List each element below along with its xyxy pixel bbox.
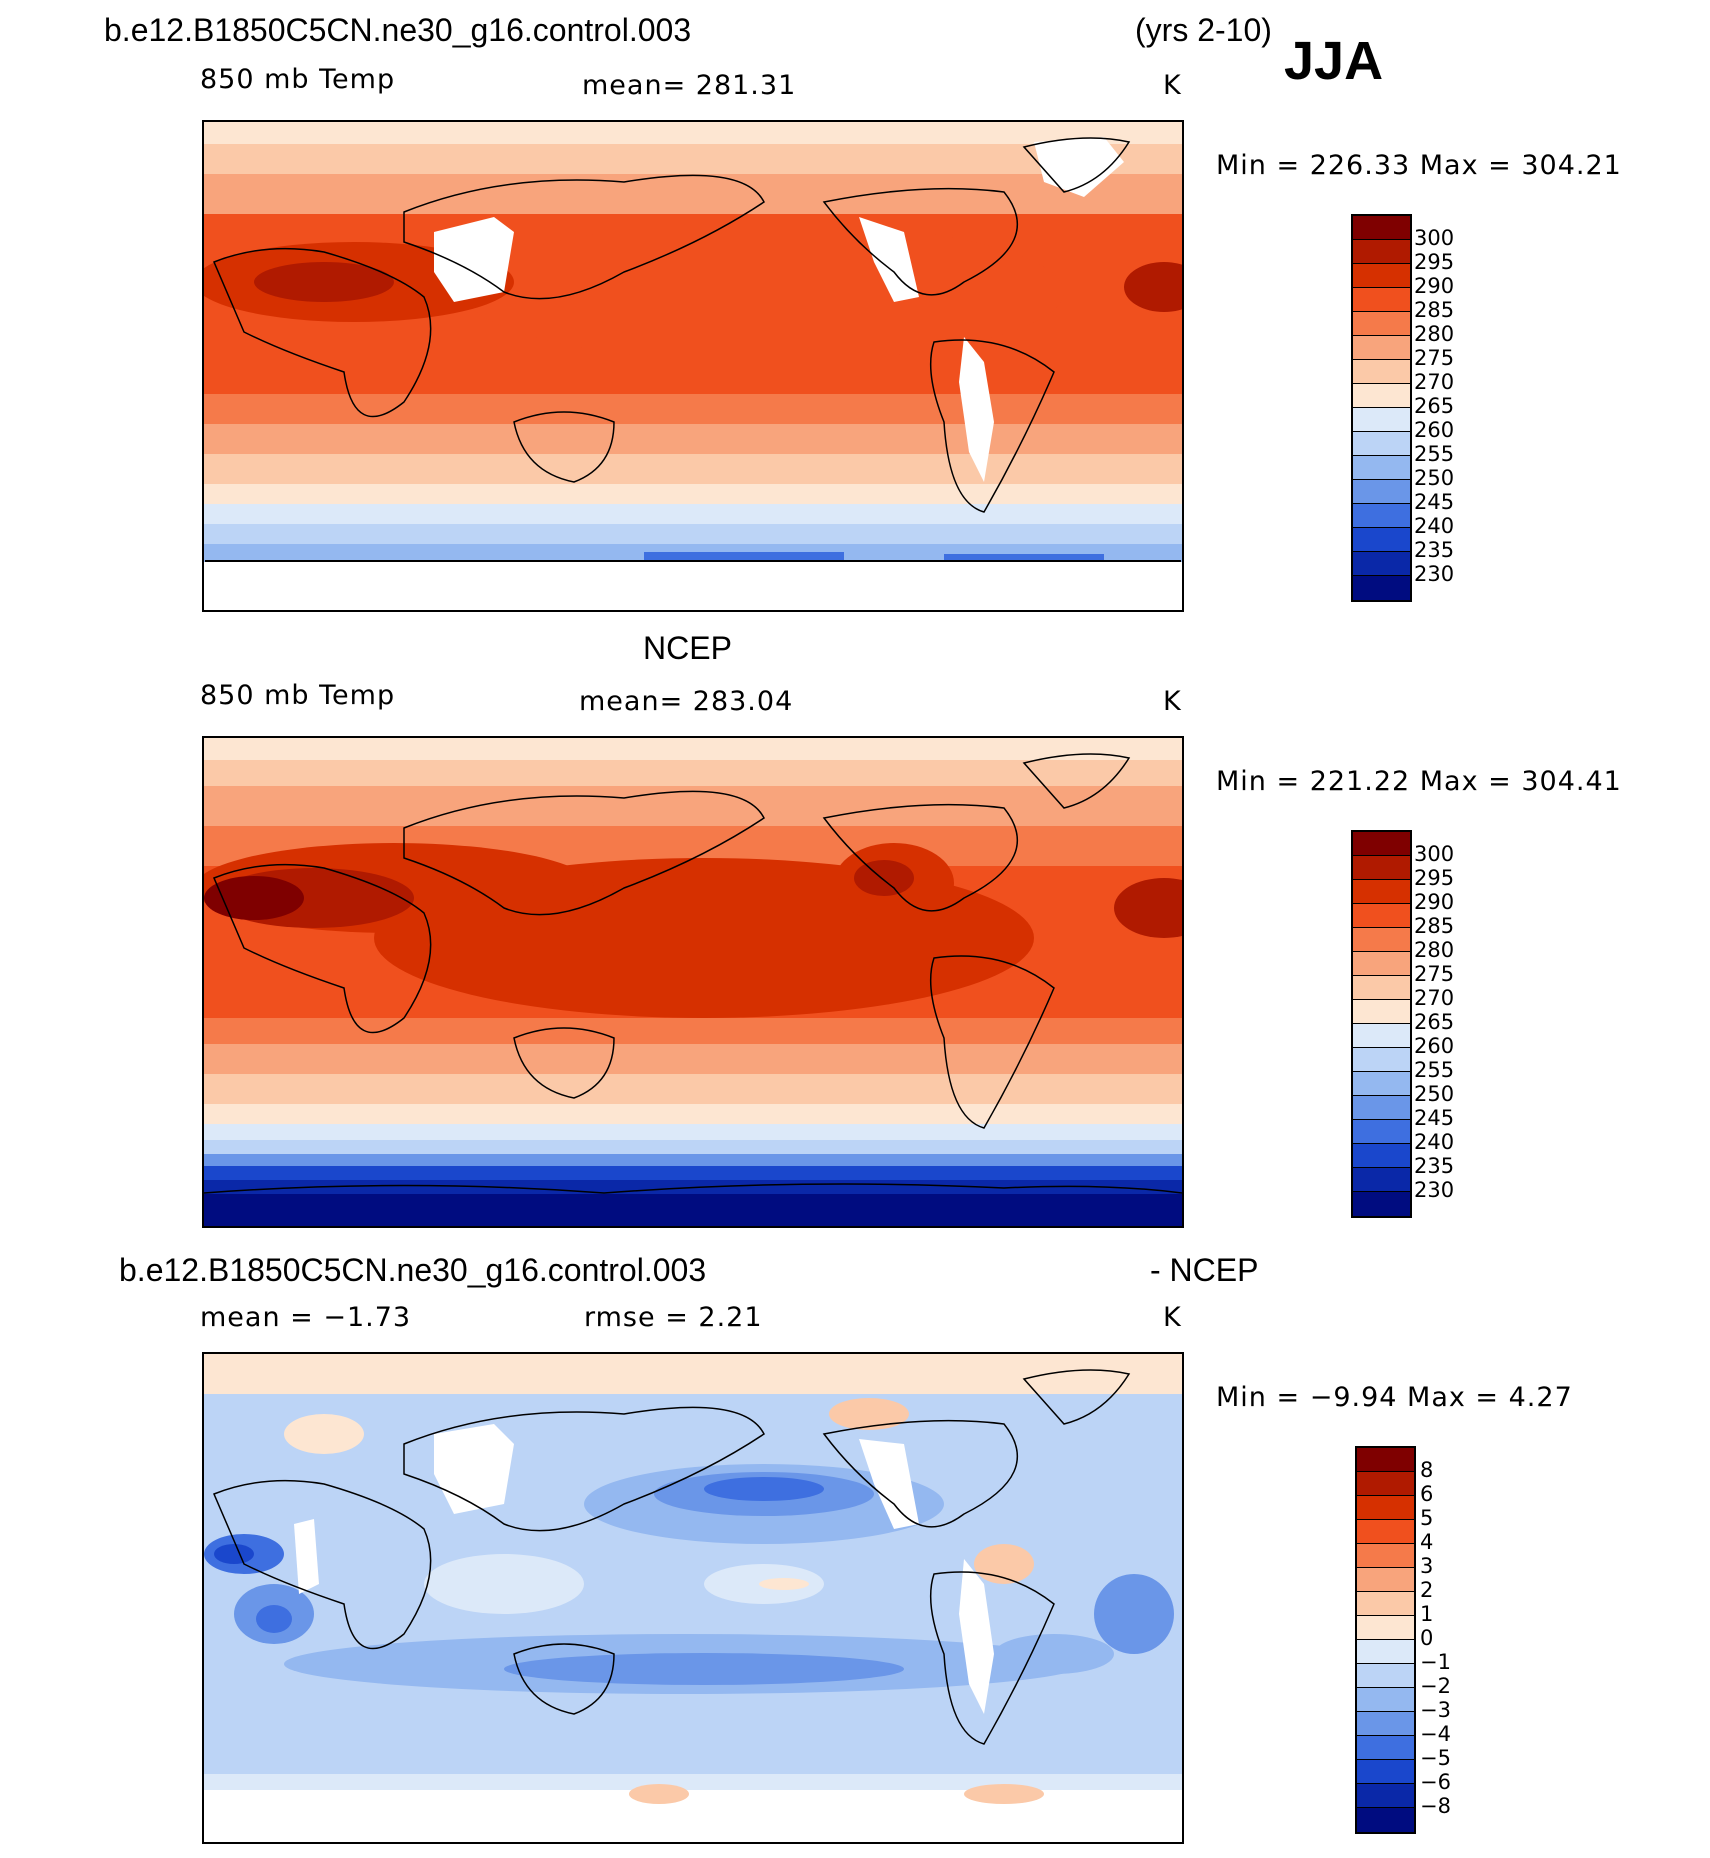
- colorbar-tick-label: 295: [1414, 250, 1455, 274]
- colorbar-tick-label: 295: [1414, 866, 1455, 890]
- colorbar-tick-label: 275: [1414, 346, 1455, 370]
- panel2-variable: 850 mb Temp: [200, 680, 396, 711]
- panel3-difference-map: [202, 1352, 1184, 1844]
- colorbar-tick-label: 2: [1420, 1578, 1434, 1602]
- colorbar-tick-label: 275: [1414, 962, 1455, 986]
- colorbar-tick-label: −4: [1420, 1722, 1451, 1746]
- colorbar-tick-label: 290: [1414, 274, 1455, 298]
- colorbar-tick-label: 245: [1414, 1106, 1455, 1130]
- colorbar-tick-label: −6: [1420, 1770, 1451, 1794]
- colorbar-tick-label: 270: [1414, 370, 1455, 394]
- colorbar-tick-label: 280: [1414, 938, 1455, 962]
- season-label: JJA: [1284, 31, 1384, 91]
- panel1-units: K: [1163, 70, 1182, 101]
- colorbar-tick-label: 300: [1414, 226, 1455, 250]
- colorbar-tick-label: 265: [1414, 394, 1455, 418]
- colorbar-tick-label: −5: [1420, 1746, 1451, 1770]
- colorbar-tick-label: −2: [1420, 1674, 1451, 1698]
- colorbar-tick-label: 240: [1414, 514, 1455, 538]
- colorbar-tick-label: 290: [1414, 890, 1455, 914]
- colorbar-tick-label: 6: [1420, 1482, 1434, 1506]
- years-label: (yrs 2-10): [1135, 12, 1272, 48]
- colorbar-tick-label: 260: [1414, 1034, 1455, 1058]
- colorbar-tick-label: 230: [1414, 562, 1455, 586]
- colorbar-tick-label: 280: [1414, 322, 1455, 346]
- panel3-units: K: [1163, 1302, 1182, 1333]
- panel1-min-max: Min = 226.33 Max = 304.21: [1216, 150, 1622, 181]
- colorbar-tick-label: 250: [1414, 466, 1455, 490]
- colorbar-tick-label: 4: [1420, 1530, 1434, 1554]
- panel1-model-map: [202, 120, 1184, 612]
- colorbar-tick-label: 230: [1414, 1178, 1455, 1202]
- colorbar-tick-label: 8: [1420, 1458, 1434, 1482]
- colorbar-tick-label: 5: [1420, 1506, 1434, 1530]
- colorbar-tick-label: 0: [1420, 1626, 1434, 1650]
- colorbar-tick-label: 250: [1414, 1082, 1455, 1106]
- colorbar-tick-label: 265: [1414, 1010, 1455, 1034]
- panel1-map-field: [204, 122, 1182, 610]
- colorbar-tick-label: 260: [1414, 418, 1455, 442]
- colorbar-tick-label: −3: [1420, 1698, 1451, 1722]
- panel2-map-field: [204, 738, 1182, 1226]
- colorbar-tick-label: 270: [1414, 986, 1455, 1010]
- panel2-min-max: Min = 221.22 Max = 304.41: [1216, 766, 1622, 797]
- panel3-mean: mean = −1.73: [200, 1302, 412, 1333]
- panel1-colorbar: [1351, 214, 1412, 602]
- panel3-title-left: b.e12.B1850C5CN.ne30_g16.control.003: [119, 1252, 707, 1288]
- colorbar-tick-label: 285: [1414, 298, 1455, 322]
- panel3-min-max: Min = −9.94 Max = 4.27: [1216, 1382, 1573, 1413]
- colorbar-tick-label: 235: [1414, 538, 1455, 562]
- panel1-variable: 850 mb Temp: [200, 64, 396, 95]
- panel3-title-right: - NCEP: [1150, 1252, 1259, 1288]
- colorbar-tick-label: 245: [1414, 490, 1455, 514]
- colorbar-tick-label: −8: [1420, 1794, 1451, 1818]
- colorbar-tick-label: −1: [1420, 1650, 1451, 1674]
- colorbar-tick-label: 285: [1414, 914, 1455, 938]
- panel3-map-field: [204, 1354, 1182, 1842]
- panel2-ncep-map: [202, 736, 1184, 1228]
- colorbar-tick-label: 255: [1414, 442, 1455, 466]
- colorbar-tick-label: 300: [1414, 842, 1455, 866]
- panel1-mean: mean= 281.31: [582, 70, 797, 101]
- colorbar-tick-label: 255: [1414, 1058, 1455, 1082]
- panel3-colorbar: [1355, 1446, 1416, 1834]
- colorbar-tick-label: 240: [1414, 1130, 1455, 1154]
- colorbar-tick-label: 3: [1420, 1554, 1434, 1578]
- panel2-units: K: [1163, 686, 1182, 717]
- case-title: b.e12.B1850C5CN.ne30_g16.control.003: [104, 12, 692, 48]
- colorbar-tick-label: 235: [1414, 1154, 1455, 1178]
- panel2-colorbar: [1351, 830, 1412, 1218]
- panel2-mean: mean= 283.04: [579, 686, 794, 717]
- panel3-rmse: rmse = 2.21: [584, 1302, 763, 1333]
- colorbar-tick-label: 1: [1420, 1602, 1434, 1626]
- panel2-title: NCEP: [643, 630, 732, 666]
